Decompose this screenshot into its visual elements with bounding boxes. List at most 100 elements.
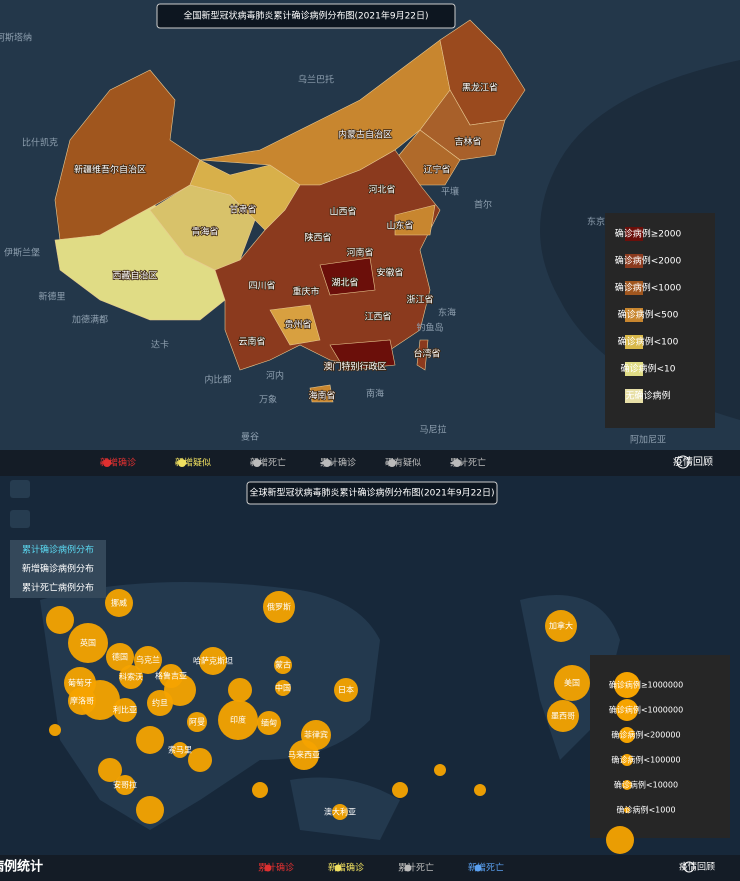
country-label: 挪威 <box>111 598 127 608</box>
review-button[interactable]: 疫情回顾 <box>673 455 713 468</box>
toolbar-dot[interactable] <box>453 459 461 467</box>
legend-label: 确诊病例<1000000 <box>609 705 683 715</box>
country-label: 俄罗斯 <box>267 602 291 612</box>
legend-swatch <box>625 389 643 403</box>
country-label: 马来西亚 <box>288 751 320 760</box>
bubble <box>545 610 577 642</box>
province-label: 台湾省 <box>413 348 440 360</box>
legend-label: 确诊病例<100 <box>618 336 679 348</box>
bubble <box>263 591 295 623</box>
home-button[interactable] <box>10 480 30 498</box>
toolbar-item[interactable]: 新增死亡 <box>250 457 286 469</box>
toolbar-dot[interactable] <box>253 459 261 467</box>
toolbar-dot[interactable] <box>323 459 331 467</box>
province-label: 澳门特别行政区 <box>323 361 386 373</box>
country-label: 科索沃 <box>119 672 143 682</box>
province-label: 山东省 <box>386 220 413 232</box>
land <box>40 582 620 840</box>
place-label: 万象 <box>259 394 277 406</box>
legend-label: 无确诊病例 <box>625 390 670 402</box>
toolbar-item[interactable]: 累计死亡 <box>398 862 434 874</box>
play-icon <box>676 455 690 469</box>
province-label: 河南省 <box>346 247 373 259</box>
toolbar-dot[interactable] <box>388 459 396 467</box>
province-label: 浙江省 <box>406 294 433 306</box>
bubble <box>46 606 74 634</box>
toolbar-item[interactable]: 累计死亡 <box>450 457 486 469</box>
country-label: 蒙古 <box>275 660 291 670</box>
bubble <box>228 678 252 702</box>
place-label: 阿加尼亚 <box>630 435 666 446</box>
legend-swatch <box>625 308 643 322</box>
country-label: 印度 <box>230 715 246 725</box>
bubble <box>199 647 227 675</box>
bubble <box>289 740 319 770</box>
country-label: 澳大利亚 <box>324 807 356 817</box>
legend-bubble <box>622 780 632 790</box>
china <box>54 19 526 403</box>
toolbar-dot[interactable] <box>178 459 186 467</box>
legend-label: 确诊病例<1000 <box>615 282 682 294</box>
province-label: 山西省 <box>329 206 356 218</box>
place-label: 新德里 <box>38 291 65 303</box>
bubble <box>274 656 292 674</box>
country-label: 葡萄牙 <box>68 678 92 688</box>
country-label: 约旦 <box>152 698 168 708</box>
country-label: 英国 <box>80 638 96 648</box>
province-label: 贵州省 <box>284 319 311 331</box>
legend-swatch <box>625 254 643 268</box>
legend-label: 确诊病例<100000 <box>611 755 680 765</box>
bubble <box>606 826 634 854</box>
bubble <box>187 712 207 732</box>
place-label: 钓鱼岛 <box>416 322 443 334</box>
legend-bubble <box>619 727 635 743</box>
bubble <box>147 690 173 716</box>
toolbar-item[interactable]: 现有疑似 <box>385 457 421 469</box>
toolbar-item[interactable]: 累计确诊 <box>258 862 294 874</box>
province-label: 吉林省 <box>454 136 481 148</box>
country-label: 日本 <box>338 685 354 695</box>
bubble <box>218 700 258 740</box>
country-label: 缅甸 <box>261 718 277 728</box>
place-label: 加德满都 <box>72 314 108 326</box>
menu-item[interactable]: 累计死亡病例分布 <box>22 582 94 594</box>
toolbar-item[interactable]: 新增死亡 <box>468 862 504 874</box>
toolbar-dot[interactable] <box>103 459 111 467</box>
place-label: 乌兰巴托 <box>298 74 334 86</box>
toolbar-item[interactable]: 新增确诊 <box>328 862 364 874</box>
legend-bubble <box>614 672 640 698</box>
toolbar-item[interactable]: 累计确诊 <box>320 457 356 469</box>
legend-swatch <box>625 335 643 349</box>
place-label: 河内 <box>266 370 284 382</box>
world-legend <box>590 655 730 838</box>
place-label: 南海 <box>366 388 384 400</box>
bubble <box>115 775 135 795</box>
review-button[interactable]: 疫情回顾 <box>679 861 715 873</box>
toolbar-dot[interactable] <box>264 864 272 872</box>
legend-bubble <box>624 807 630 813</box>
bubble <box>554 665 590 701</box>
legend-swatch <box>625 227 643 241</box>
world-title: 全球新型冠状病毒肺炎累计确诊病例分布图(2021年9月22日) <box>249 487 494 499</box>
toolbar-dot[interactable] <box>404 864 412 872</box>
world-menu <box>10 540 106 598</box>
bubble <box>547 700 579 732</box>
bubble <box>252 782 268 798</box>
province-label: 新疆维吾尔自治区 <box>74 164 146 176</box>
place-label: 东京 <box>587 216 605 228</box>
toolbar-item[interactable]: 新增确诊 <box>100 457 136 469</box>
country-label: 安哥拉 <box>113 780 137 790</box>
layer-button[interactable] <box>10 510 30 528</box>
toolbar-item[interactable]: 新增疑似 <box>175 457 211 469</box>
legend-label: 确诊病例<10000 <box>614 780 678 790</box>
menu-item[interactable]: 新增确诊病例分布 <box>22 563 94 575</box>
country-label: 利比亚 <box>113 705 137 715</box>
menu-item[interactable]: 累计确诊病例分布 <box>22 544 94 556</box>
country-label: 中国 <box>275 683 291 693</box>
province-label: 黑龙江省 <box>462 82 498 94</box>
toolbar-dot[interactable] <box>334 864 342 872</box>
legend-label: 确诊病例<2000 <box>615 255 682 267</box>
place-label: 阿斯塔纳 <box>0 32 32 44</box>
toolbar-dot[interactable] <box>474 864 482 872</box>
play-icon <box>683 861 695 873</box>
